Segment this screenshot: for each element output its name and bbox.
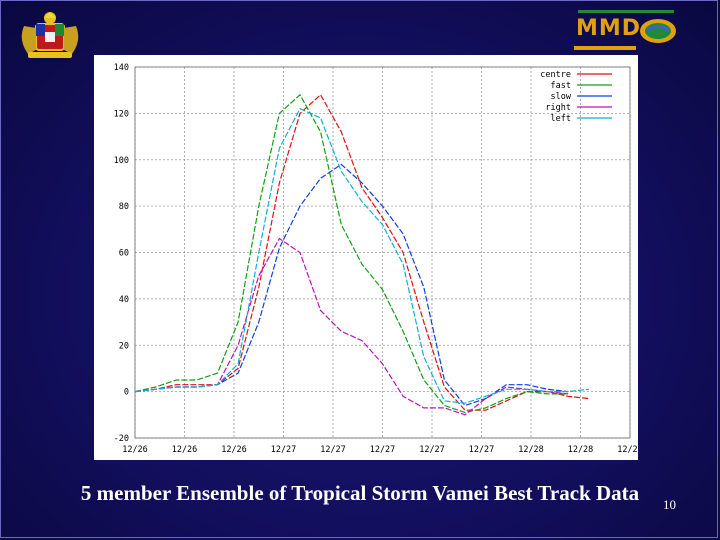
x-tick-label: 12/26 [221, 445, 247, 455]
y-tick-label: 40 [119, 295, 129, 305]
x-tick-label: 12/27 [271, 445, 297, 455]
series-line-right [134, 237, 569, 416]
series-line-fast [134, 93, 569, 414]
x-tick-label: 12/27 [469, 445, 495, 455]
y-tick-label: 60 [119, 249, 129, 259]
y-tick-label: 100 [114, 156, 129, 166]
mmd-logo: MMD [572, 8, 680, 52]
plot-frame [134, 66, 631, 439]
ensemble-line-chart: -20 0 20 40 60 80 100 120 140 12/26 12/26 12/26 12/2… [114, 63, 643, 455]
legend-label-slow: slow [551, 92, 572, 102]
x-tick-label: 12/26 [122, 445, 148, 455]
legend-label-fast: fast [551, 81, 571, 91]
chart-panel: -20 0 20 40 60 80 100 120 140 12/26 12/26 12/26 12/2… [94, 55, 643, 460]
x-tick-label: 12/28 [518, 445, 544, 455]
y-tick-label: 20 [119, 341, 129, 351]
x-tick-label: 12/28 [617, 445, 638, 455]
globe-icon [640, 19, 676, 43]
slide-caption: 5 member Ensemble of Tropical Storm Vame… [80, 481, 640, 505]
logo-text: MMD [576, 16, 642, 41]
y-tick-label: -20 [114, 434, 129, 444]
x-tick-label: 12/27 [419, 445, 445, 455]
series-line-centre [134, 93, 589, 411]
series-line-left [134, 107, 589, 404]
logo-bar-bottom [574, 46, 636, 50]
page-number: 10 [663, 497, 676, 512]
y-tick-label: 80 [119, 202, 129, 212]
y-tick-label: 0 [124, 388, 129, 398]
x-tick-label: 12/26 [172, 445, 198, 455]
y-tick-label: 140 [114, 63, 129, 73]
series-line-slow [134, 163, 569, 407]
malaysia-crest-logo [21, 12, 79, 58]
y-tick-label: 120 [114, 109, 129, 119]
legend-label-right: right [545, 103, 571, 113]
legend-label-left: left [551, 114, 571, 124]
x-tick-label: 12/27 [320, 445, 346, 455]
logo-bar-top [578, 10, 674, 13]
x-tick-label: 12/27 [370, 445, 396, 455]
legend-label-centre: centre [540, 70, 571, 80]
x-tick-label: 12/28 [568, 445, 594, 455]
